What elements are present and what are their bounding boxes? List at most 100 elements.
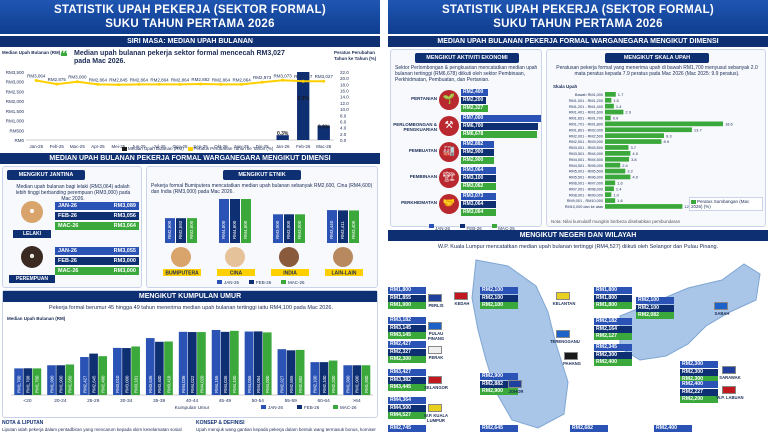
scale-value: 1.0 <box>613 192 619 197</box>
scale-category: RM2,001 - RM2,500 <box>569 134 603 138</box>
state-value: RM1,855 <box>388 294 426 302</box>
gender-title: MENGIKUT JANTINA <box>7 170 85 180</box>
state-value: RM3,145 <box>388 324 426 332</box>
sector-bar: RM3,064 <box>461 201 497 208</box>
scale-category: RM3,001 - RM3,500 <box>569 146 603 150</box>
median-point <box>219 82 223 86</box>
scale-bar <box>605 186 614 192</box>
age-bar <box>187 332 197 395</box>
sector-bar: RM3,062 <box>461 183 496 190</box>
age-category-label: 40-44 <box>186 398 199 404</box>
ethnic-bar <box>273 214 283 243</box>
age-bar <box>352 365 362 395</box>
age-bar <box>328 360 338 395</box>
row-month: JAN-26 <box>55 247 93 255</box>
x-tick-label: Jan-25 <box>29 144 43 149</box>
scale-bar <box>605 139 662 144</box>
scale-category: RM8,001 - RM9,000 <box>569 193 603 197</box>
legend-label: MAC-26 <box>288 280 305 285</box>
y-tick-label: RM3,000 <box>6 80 25 85</box>
median-point <box>55 82 59 86</box>
sector-bar: RM3,064 <box>461 167 497 174</box>
age-title: MENGIKUT KUMPULAN UMUR <box>3 291 377 302</box>
age-bar-label: RM1,708 <box>26 375 31 393</box>
scale-value: 3.8 <box>631 157 637 162</box>
state-value: RM2,882 <box>480 380 518 388</box>
age-bar <box>89 353 98 395</box>
rate-label: 0.3% <box>277 131 289 137</box>
scale-value: 0.9 <box>613 116 619 121</box>
scale-bar <box>605 145 629 150</box>
scale-value: 1.4 <box>616 104 622 109</box>
gender-panel: MENGIKUT JANTINA Median upah bulanan bag… <box>2 166 142 288</box>
scale-category: RM4,001 - RM4,500 <box>569 158 603 162</box>
state-name: PULAU PINANG <box>427 331 445 341</box>
median-point <box>75 80 79 84</box>
age-bar <box>343 365 353 395</box>
y-tick-label: RM0 <box>14 138 24 143</box>
ethnic-avatar-icon <box>171 247 191 267</box>
state-name: SABAH <box>714 311 730 316</box>
time-series-chart: RM3,500 RM3,000 RM2,500 RM2,000 RM1,500 RM1,0… <box>6 70 350 149</box>
legend-label: JAN-26 <box>224 280 240 285</box>
ethnic-bar-label: RM4,600 <box>221 220 226 239</box>
legend-label: FEB-26 <box>304 405 320 410</box>
legend-swatch <box>297 405 302 409</box>
state-flag-icon <box>508 380 522 388</box>
scale-title: MENGIKUT SKALA UPAH <box>605 53 709 63</box>
state-value: RM1,800 <box>594 302 632 309</box>
age-bar-label: RM4,000 <box>265 375 270 393</box>
state-value: RM2,300 <box>680 361 718 368</box>
scale-value: 13.7 <box>694 127 703 132</box>
right-header: STATISTIK UPAH PEKERJA (SEKTOR FORMAL) S… <box>388 0 768 34</box>
legend-swatch <box>261 405 266 409</box>
ethnic-avatar-icon <box>333 247 353 267</box>
scale-category: RM3,501 - RM4,000 <box>569 152 603 156</box>
state-flag-icon <box>564 352 578 360</box>
scale-category: RM1,401 - RM1,600 <box>569 111 603 115</box>
state-flag-icon <box>722 366 736 374</box>
data-label: RM3,073 <box>274 73 293 78</box>
state-value: RM4,500 <box>388 404 426 412</box>
legend-label: JAN-26 <box>268 405 284 410</box>
dimension-title-right: MEDIAN UPAH BULANAN PEKERJA FORMAL WARGA… <box>388 36 768 47</box>
state-name: PERAK <box>428 355 444 360</box>
state-values-box: RM2,100 RM2,100 RM2,082 <box>636 297 674 320</box>
peninsular-map-shape <box>471 259 569 429</box>
age-bar-label: RM1,950 <box>68 375 73 393</box>
x-tick-label: Feb-26 <box>296 144 311 149</box>
state-value: RM2,345 <box>594 344 632 351</box>
data-label: RM2,864 <box>212 77 231 82</box>
age-bar-label: RM3,400 <box>157 375 162 393</box>
state-name: PAHANG <box>563 361 581 366</box>
state-value: RM2,300 <box>388 356 426 363</box>
state-value: RM3,145 <box>388 332 426 339</box>
age-bar-label: RM2,855 <box>289 375 294 393</box>
y2-tick-label: 14.0 <box>340 95 349 100</box>
age-bar <box>23 368 33 395</box>
age-bar <box>178 331 188 395</box>
scale-category: RM1,801 - RM2,000 <box>569 128 603 132</box>
state-name: KEDAH <box>454 301 470 306</box>
state-value: RM3,445 <box>388 384 426 391</box>
ethnic-bar <box>230 199 240 243</box>
median-point <box>322 79 326 83</box>
scale-value: 1.6 <box>617 198 623 203</box>
scale-value: 3.7 <box>630 145 636 150</box>
age-bar-label: RM2,100 <box>313 375 318 393</box>
age-bar <box>197 332 206 395</box>
y-tick-label: RM1,500 <box>6 109 25 114</box>
age-bar <box>155 341 164 395</box>
state-value: RM2,082 <box>636 312 674 319</box>
state-value: RM2,900 <box>480 373 518 380</box>
ethnic-text: Pekerja formal Bumiputera mencatatkan me… <box>151 183 373 195</box>
row-month: MAC-26 <box>55 222 93 230</box>
state-flag-icon <box>722 386 736 394</box>
left-page: STATISTIK UPAH PEKERJA (SEKTOR FORMAL) S… <box>0 0 380 433</box>
state-name: W.P. KUALA LUMPUR <box>423 413 449 423</box>
page-gap <box>380 0 388 433</box>
y2-tick-label: 0.0 <box>340 138 347 143</box>
scale-chart: Bawah RM1,000 1.7 RM1,001 - RM1,200 1.0 RM1,… <box>565 92 734 209</box>
male-label: LELAKI <box>13 230 51 238</box>
scale-value: 1.6 <box>617 181 623 186</box>
